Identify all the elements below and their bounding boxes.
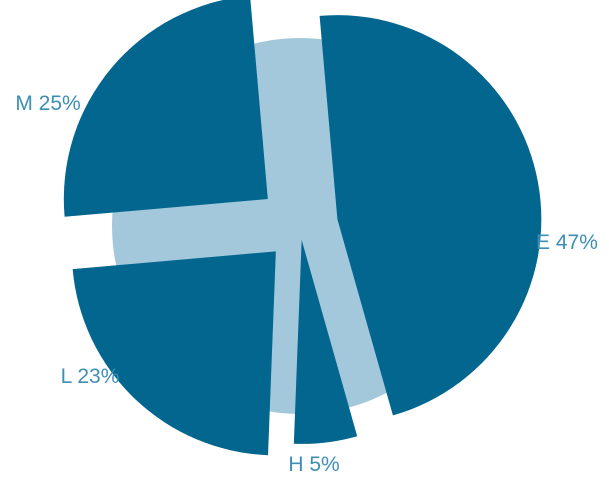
- pie-slice-l: [72, 251, 276, 456]
- pie-label-h: H 5%: [288, 453, 339, 473]
- pie-slices: [63, 0, 542, 456]
- pie-labels: E 47% H 5% L 23% M 25%: [15, 92, 598, 476]
- pie-slice-e: [319, 15, 542, 416]
- pie-slice-m: [63, 0, 268, 217]
- pie-slice-h: [293, 239, 358, 444]
- pie-label-m: M 25%: [15, 92, 80, 115]
- pie-label-l: L 23%: [61, 365, 120, 388]
- pie-label-e: E 47%: [536, 231, 598, 254]
